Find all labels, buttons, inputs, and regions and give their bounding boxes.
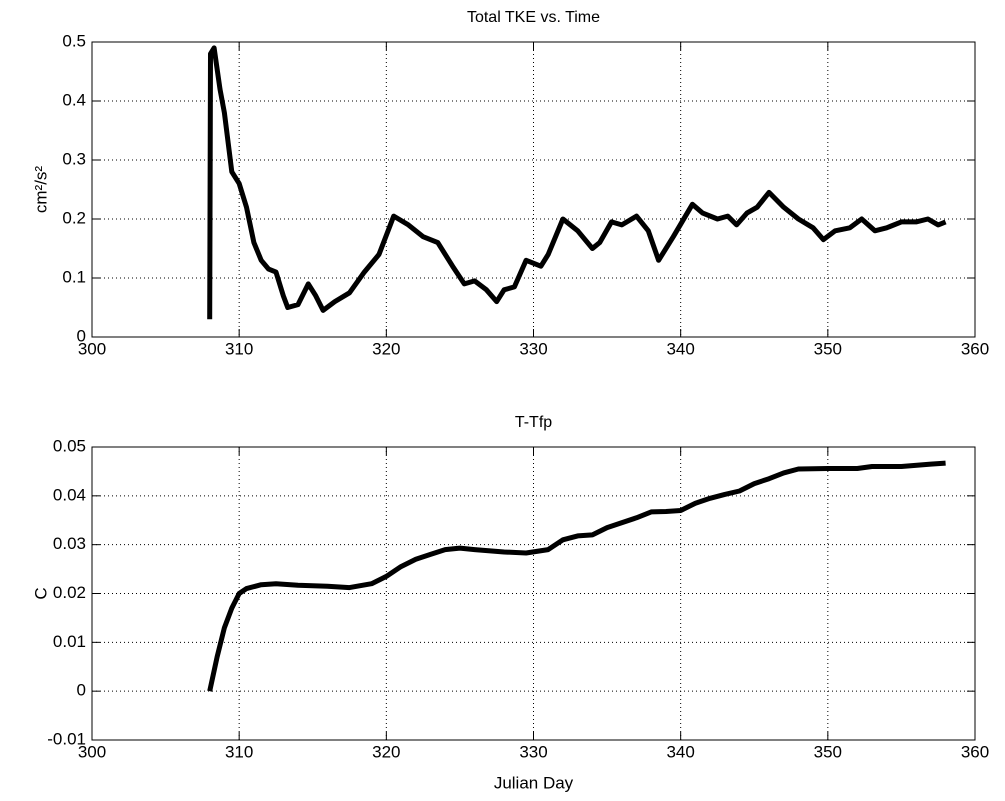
y-tick-label: 0.03	[53, 534, 86, 553]
plot-frame	[91, 41, 976, 338]
x-tick-label: 320	[372, 339, 400, 358]
x-tick-label: 340	[666, 742, 694, 761]
y-tick-label: 0.5	[62, 31, 86, 50]
x-tick-label: 350	[814, 339, 842, 358]
y-tick-label: 0	[77, 681, 86, 700]
x-tick-label: 300	[78, 339, 106, 358]
y-tick-label: 0.04	[53, 485, 86, 504]
x-tick-label: 340	[666, 339, 694, 358]
y-tick-label: 0.1	[62, 267, 86, 286]
plot-frame	[91, 446, 976, 741]
y-axis-label: C	[31, 587, 50, 599]
x-tick-label: 330	[519, 339, 547, 358]
y-tick-label: 0	[77, 326, 86, 345]
y-tick-label: 0.05	[53, 436, 86, 455]
y-tick-label: 0.3	[62, 149, 86, 168]
x-axis-label: Julian Day	[494, 773, 574, 792]
x-tick-label: 300	[78, 742, 106, 761]
y-tick-label: -0.01	[47, 729, 86, 748]
x-tick-label: 360	[961, 742, 989, 761]
y-axis-label: cm²/s²	[31, 166, 50, 214]
data-line	[207, 460, 946, 692]
y-tick-label: 0.4	[62, 90, 86, 109]
chart-title: T-Tfp	[515, 414, 552, 431]
chart-title: Total TKE vs. Time	[467, 9, 600, 26]
x-tick-label: 310	[225, 339, 253, 358]
x-tick-label: 330	[519, 742, 547, 761]
y-tick-label: 0.02	[53, 583, 86, 602]
x-tick-label: 350	[814, 742, 842, 761]
x-tick-label: 310	[225, 742, 253, 761]
y-tick-label: 0.2	[62, 208, 86, 227]
data-line	[207, 45, 947, 320]
y-tick-label: 0.01	[53, 632, 86, 651]
x-tick-label: 360	[961, 339, 989, 358]
x-tick-label: 320	[372, 742, 400, 761]
